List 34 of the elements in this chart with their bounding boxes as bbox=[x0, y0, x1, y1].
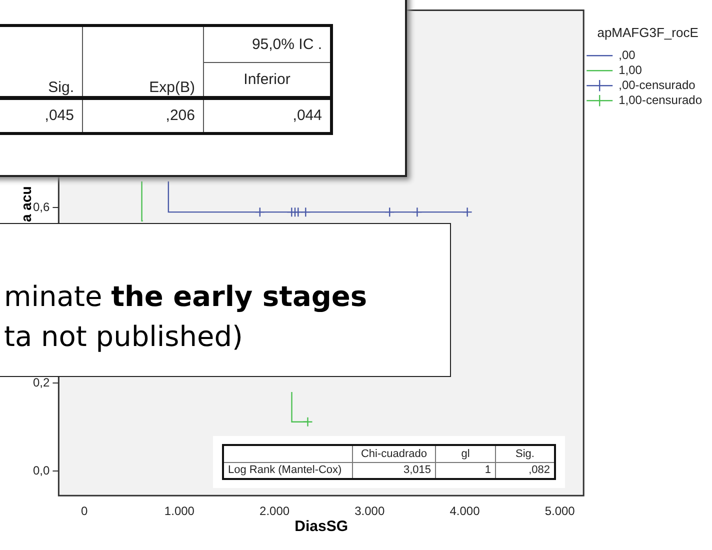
y-tick-label: 0,6 bbox=[32, 200, 50, 214]
x-axis-title: DiasSG bbox=[294, 518, 348, 535]
annotation: ta not published) bbox=[4, 320, 243, 353]
y-axis-title: a acu bbox=[18, 186, 34, 222]
annotation: Log Rank (Mantel-Cox) bbox=[223, 462, 352, 479]
annotation: the early stages bbox=[111, 280, 368, 313]
annotation: Chi-cuadrado bbox=[352, 445, 436, 462]
legend-label: 1,00 bbox=[618, 62, 642, 77]
legend-label: ,00-censurado bbox=[618, 78, 696, 92]
annotation: 95,0% IC . bbox=[204, 26, 332, 62]
annotation: 3,015 bbox=[352, 462, 436, 479]
x-tick-label: 1.000 bbox=[164, 504, 195, 518]
annotation: ,044 bbox=[204, 98, 332, 134]
annotation: ,045 bbox=[0, 98, 82, 134]
y-tick-label: 0,0 bbox=[32, 463, 50, 478]
annotation: 1 bbox=[436, 462, 496, 479]
annotation: ,206 bbox=[82, 98, 204, 134]
text-panel: minate the early stages ta not published) bbox=[0, 223, 451, 377]
annotation: Sig. bbox=[0, 26, 82, 98]
annotation: ,082 bbox=[496, 462, 555, 479]
x-tick-label: 4.000 bbox=[450, 504, 480, 518]
annotation: Sig. bbox=[496, 445, 555, 462]
legend-label: ,00 bbox=[618, 48, 636, 62]
legend-title: apMAFG3F_rocE bbox=[597, 25, 699, 40]
annotation: minate bbox=[4, 280, 102, 313]
x-tick-label: 2.000 bbox=[260, 504, 290, 518]
annotation: Exp(B) bbox=[82, 26, 204, 98]
x-tick-label: 5.000 bbox=[544, 504, 576, 518]
x-tick-label: 0 bbox=[81, 504, 88, 518]
annotation: Inferior bbox=[204, 62, 332, 98]
legend-label: 1,00-censurado bbox=[618, 92, 702, 107]
x-tick-label: 3.000 bbox=[354, 504, 385, 518]
y-tick-label: 0,2 bbox=[32, 376, 50, 390]
annotation: gl bbox=[436, 445, 496, 462]
